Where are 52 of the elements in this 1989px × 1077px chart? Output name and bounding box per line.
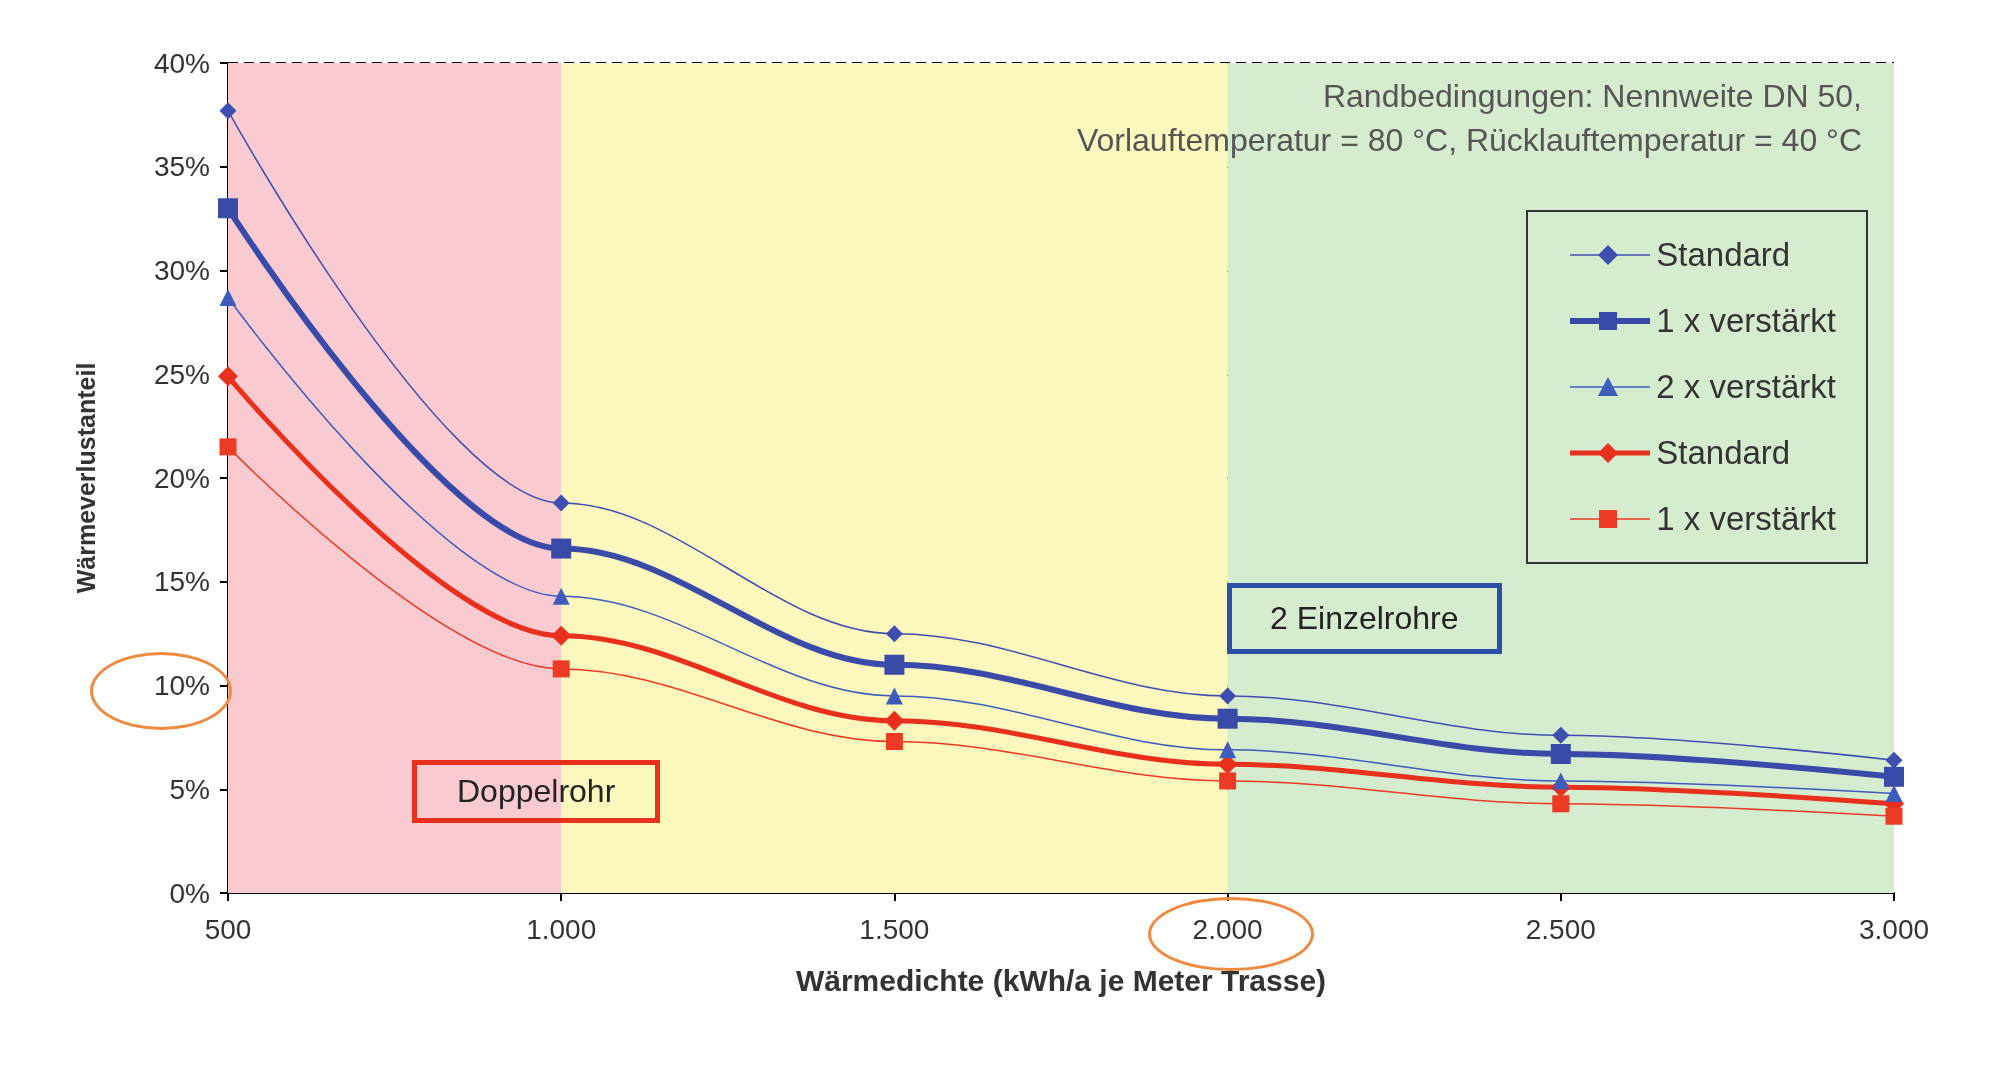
x-tick-label: 2.500 [1525, 913, 1596, 945]
point [885, 733, 903, 751]
y-tick-label: 5% [169, 773, 210, 805]
y-axis-title: Wärmeverlustanteil [71, 362, 100, 594]
annotation: Doppelrohr [412, 760, 661, 823]
point [552, 587, 570, 605]
legend-label: 1 x verstärkt [1656, 500, 1836, 538]
annotation: 2 Einzelrohre [1227, 583, 1502, 654]
y-tick-label: 25% [153, 358, 210, 390]
point [1219, 772, 1237, 790]
point [885, 625, 903, 643]
point [219, 102, 237, 120]
point [1219, 687, 1237, 705]
point [885, 687, 903, 705]
point [1219, 741, 1237, 759]
point [1552, 795, 1570, 813]
point [219, 438, 237, 456]
point [552, 494, 570, 512]
point [551, 538, 572, 559]
x-tick-label: 500 [204, 913, 252, 945]
x-tick-label: 2.000 [1192, 913, 1263, 945]
point [1885, 751, 1903, 769]
point [218, 366, 238, 387]
point [884, 654, 905, 675]
x-tick-label: 1.500 [859, 913, 930, 945]
x-tick-label: 3.000 [1858, 913, 1930, 945]
y-tick-label: 40% [153, 47, 210, 79]
point [1552, 726, 1570, 744]
x-tick-label: 1.000 [526, 913, 597, 945]
legend-label: Standard [1656, 434, 1791, 472]
point [219, 288, 237, 306]
point [1884, 766, 1904, 787]
legend-label: Standard [1656, 236, 1791, 274]
point [1550, 743, 1571, 764]
point [1885, 784, 1903, 802]
y-tick-label: 15% [153, 566, 210, 598]
legend-label: 2 x verstärkt [1656, 368, 1836, 406]
x-axis-title: Wärmedichte (kWh/a je Meter Trasse) [795, 963, 1327, 997]
y-tick-label: 20% [153, 462, 210, 494]
y-tick-label: 10% [153, 670, 210, 701]
y-tick-label: 30% [153, 255, 210, 286]
y-tick-label: 0% [169, 877, 210, 909]
point [551, 625, 572, 646]
point [552, 660, 570, 678]
legend-label: 1 x verstärkt [1656, 302, 1836, 340]
point [1885, 807, 1903, 825]
point [1552, 772, 1570, 790]
annotation: Randbedingungen: Nennweite DN 50, Vorlauftemperatur = 80 °C, Rücklauftemperatur = 40 °C [1076, 77, 1862, 160]
point [884, 710, 905, 731]
y-tick-label: 35% [153, 151, 210, 183]
point [218, 198, 238, 219]
point [1217, 708, 1238, 729]
